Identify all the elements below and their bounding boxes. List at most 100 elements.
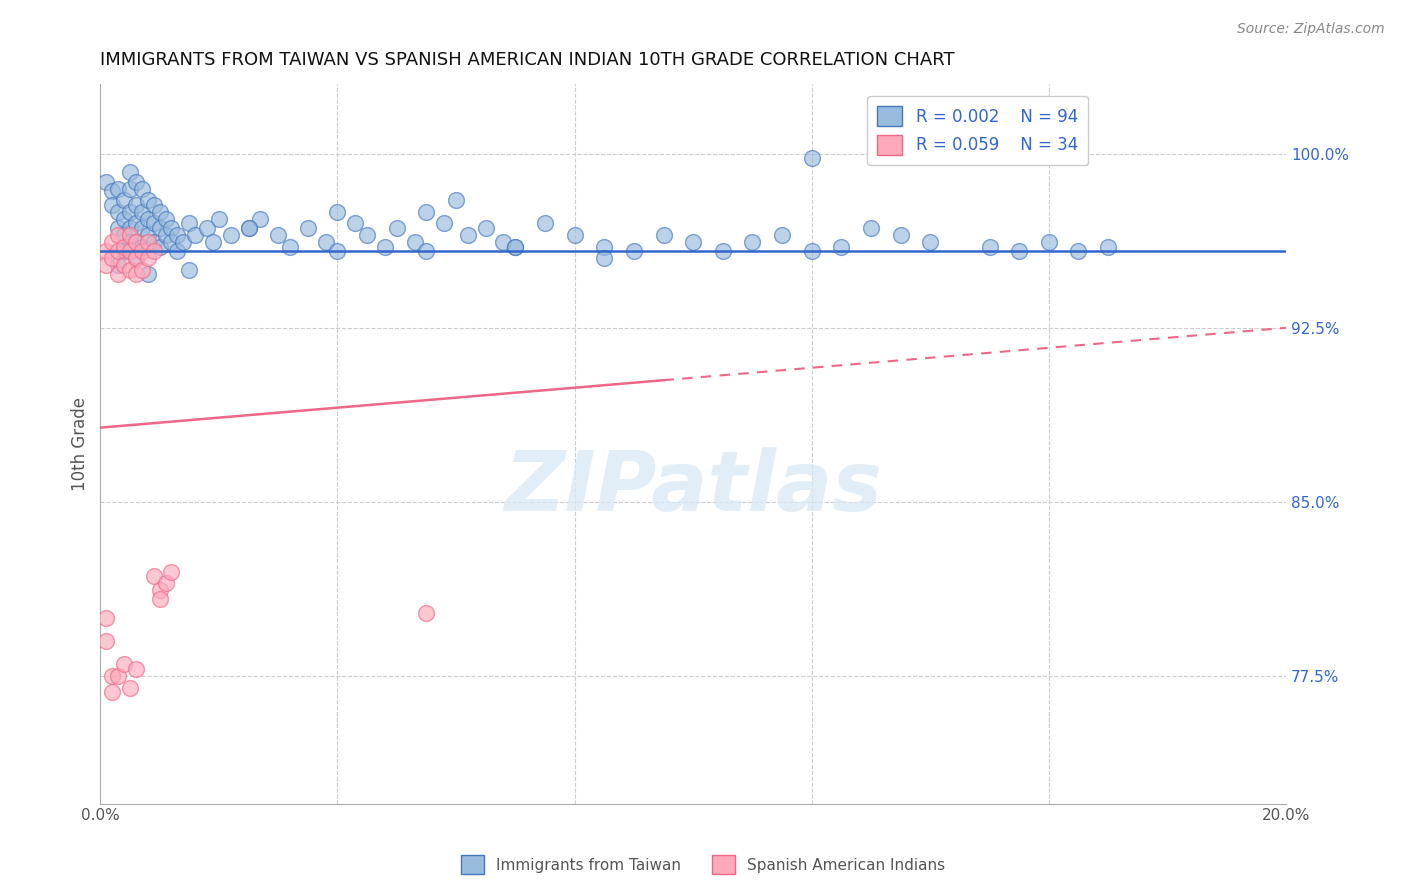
Legend: R = 0.002    N = 94, R = 0.059    N = 34: R = 0.002 N = 94, R = 0.059 N = 34 bbox=[868, 96, 1088, 165]
Point bbox=[131, 262, 153, 277]
Point bbox=[112, 657, 135, 672]
Point bbox=[179, 216, 201, 230]
Point bbox=[415, 607, 437, 621]
Point bbox=[107, 244, 129, 259]
Point bbox=[415, 204, 437, 219]
Point bbox=[920, 235, 942, 249]
Point bbox=[859, 221, 882, 235]
Point bbox=[107, 181, 129, 195]
Point bbox=[125, 251, 148, 265]
Point bbox=[125, 251, 148, 265]
Point bbox=[125, 662, 148, 676]
Point bbox=[534, 216, 557, 230]
Point bbox=[136, 211, 159, 226]
Point bbox=[107, 268, 129, 282]
Point bbox=[433, 216, 456, 230]
Point bbox=[101, 251, 124, 265]
Point bbox=[131, 239, 153, 253]
Point bbox=[96, 244, 118, 259]
Point bbox=[107, 227, 129, 242]
Point bbox=[249, 211, 271, 226]
Point bbox=[118, 204, 141, 219]
Point bbox=[142, 216, 165, 230]
Point bbox=[118, 262, 141, 277]
Legend: Immigrants from Taiwan, Spanish American Indians: Immigrants from Taiwan, Spanish American… bbox=[456, 849, 950, 880]
Point bbox=[101, 198, 124, 212]
Y-axis label: 10th Grade: 10th Grade bbox=[72, 397, 89, 491]
Point bbox=[219, 227, 242, 242]
Point bbox=[356, 227, 378, 242]
Point bbox=[112, 211, 135, 226]
Point bbox=[800, 152, 823, 166]
Point bbox=[179, 262, 201, 277]
Point bbox=[830, 239, 852, 253]
Point bbox=[96, 611, 118, 625]
Point bbox=[1067, 244, 1090, 259]
Point bbox=[149, 204, 172, 219]
Point bbox=[385, 221, 408, 235]
Point bbox=[267, 227, 290, 242]
Point bbox=[201, 235, 224, 249]
Point bbox=[131, 204, 153, 219]
Point bbox=[979, 239, 1001, 253]
Point bbox=[112, 239, 135, 253]
Point bbox=[344, 216, 367, 230]
Point bbox=[142, 244, 165, 259]
Point bbox=[118, 165, 141, 179]
Point bbox=[118, 681, 141, 695]
Text: IMMIGRANTS FROM TAIWAN VS SPANISH AMERICAN INDIAN 10TH GRADE CORRELATION CHART: IMMIGRANTS FROM TAIWAN VS SPANISH AMERIC… bbox=[100, 51, 955, 69]
Point bbox=[96, 634, 118, 648]
Point bbox=[457, 227, 479, 242]
Point bbox=[136, 251, 159, 265]
Point bbox=[101, 685, 124, 699]
Point bbox=[238, 221, 260, 235]
Point bbox=[166, 244, 188, 259]
Point bbox=[112, 244, 135, 259]
Point bbox=[149, 592, 172, 607]
Point bbox=[118, 181, 141, 195]
Point bbox=[172, 235, 194, 249]
Point bbox=[112, 227, 135, 242]
Point bbox=[136, 268, 159, 282]
Point bbox=[505, 239, 527, 253]
Point bbox=[444, 193, 467, 207]
Point bbox=[238, 221, 260, 235]
Point bbox=[112, 193, 135, 207]
Point bbox=[278, 239, 301, 253]
Point bbox=[149, 583, 172, 598]
Point bbox=[374, 239, 396, 253]
Point bbox=[118, 227, 141, 242]
Point bbox=[136, 235, 159, 249]
Point bbox=[112, 258, 135, 272]
Point bbox=[107, 669, 129, 683]
Point bbox=[131, 221, 153, 235]
Point bbox=[652, 227, 675, 242]
Point bbox=[166, 227, 188, 242]
Point bbox=[107, 204, 129, 219]
Point bbox=[101, 235, 124, 249]
Point bbox=[118, 244, 141, 259]
Point bbox=[326, 204, 349, 219]
Point bbox=[184, 227, 207, 242]
Point bbox=[326, 244, 349, 259]
Point bbox=[564, 227, 586, 242]
Point bbox=[101, 184, 124, 198]
Point bbox=[96, 258, 118, 272]
Point bbox=[593, 239, 616, 253]
Point bbox=[142, 569, 165, 583]
Text: ZIPatlas: ZIPatlas bbox=[505, 447, 882, 527]
Point bbox=[118, 235, 141, 249]
Point bbox=[195, 221, 218, 235]
Point bbox=[149, 239, 172, 253]
Point bbox=[125, 235, 148, 249]
Point bbox=[155, 211, 177, 226]
Point bbox=[208, 211, 231, 226]
Point bbox=[155, 227, 177, 242]
Point bbox=[136, 227, 159, 242]
Point bbox=[682, 235, 704, 249]
Point bbox=[160, 221, 183, 235]
Point bbox=[160, 235, 183, 249]
Point bbox=[1097, 239, 1119, 253]
Point bbox=[404, 235, 426, 249]
Point bbox=[297, 221, 319, 235]
